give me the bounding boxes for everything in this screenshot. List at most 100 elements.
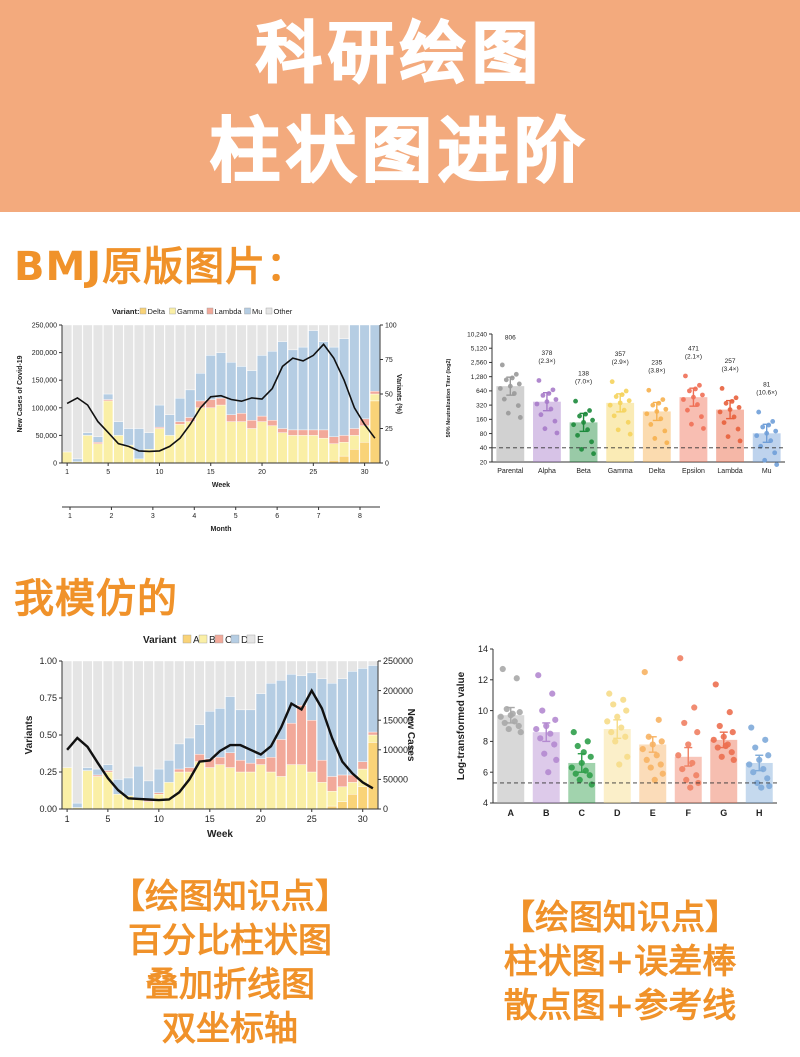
fold-label: (10.6×) (756, 390, 777, 397)
bar-segment (246, 324, 257, 371)
data-point (568, 764, 575, 771)
bar-segment (164, 414, 175, 436)
bar-segment (287, 349, 298, 431)
value-label: 357 (615, 351, 626, 358)
data-point (589, 439, 594, 445)
bar-segment (175, 397, 185, 422)
data-point (658, 738, 665, 745)
bar-segment (102, 764, 113, 771)
data-point (517, 729, 524, 736)
bar-segment (133, 765, 144, 799)
data-point (764, 775, 771, 782)
bar-segment (349, 428, 360, 436)
bar-segment (102, 660, 113, 765)
bar-segment (286, 660, 297, 675)
x-tick-label: 5 (106, 469, 110, 476)
data-point (571, 422, 576, 428)
bar-segment (133, 660, 144, 767)
bar-segment (287, 435, 298, 464)
bar-segment (226, 324, 237, 363)
data-point (614, 713, 621, 720)
data-point (623, 707, 630, 714)
bar-segment (327, 660, 338, 684)
category-label: Alpha (538, 468, 556, 475)
legend-label: D (241, 635, 248, 646)
bar-segment (266, 771, 276, 810)
y-tick-label-left: 0 (53, 460, 57, 467)
bar-segment (347, 782, 358, 795)
bar-segment (62, 660, 72, 768)
y-tick-label-right: 100000 (383, 745, 413, 755)
y-tick-label-right: 50000 (383, 775, 408, 785)
data-point (591, 451, 596, 457)
category-label: Parental (497, 468, 524, 475)
data-point (515, 722, 522, 730)
category-label: Mu (762, 468, 772, 475)
data-point (541, 750, 548, 757)
bar-segment (103, 399, 114, 402)
data-point (607, 402, 613, 408)
legend-label: Lambda (215, 307, 243, 316)
category-label: E (650, 808, 656, 818)
bar-segment (184, 660, 195, 739)
data-point (701, 426, 706, 431)
bar-segment (255, 693, 266, 759)
data-point (700, 392, 705, 398)
bar-segment (72, 324, 83, 460)
data-point (748, 724, 755, 731)
data-point (655, 716, 662, 723)
bar-segment (185, 389, 196, 418)
data-point (533, 725, 540, 733)
bar-segment (337, 660, 348, 679)
y-tick-label: 20 (480, 459, 488, 466)
bar-segment (215, 660, 225, 709)
section-heading-imitation: 我模仿的 (14, 576, 178, 622)
bar-segment (226, 362, 237, 415)
bar-segment (308, 429, 319, 436)
bar-segment (328, 443, 339, 461)
bar-segment (72, 802, 83, 808)
bar-segment (62, 767, 72, 810)
knowledge-right-line-2: 散点图+参考线 (503, 986, 737, 1026)
data-point (717, 409, 723, 415)
cases-line (66, 688, 374, 802)
y-tick-label: 10 (478, 706, 488, 716)
bar-segment (92, 660, 103, 770)
bar-segment (164, 435, 175, 464)
data-point (608, 729, 615, 736)
data-point (694, 729, 701, 736)
bar-segment (205, 407, 216, 464)
bar-segment (328, 324, 339, 348)
bar-segment (368, 734, 378, 743)
bar-segment (216, 404, 226, 464)
legend-swatch (169, 307, 176, 315)
bar-segment (153, 768, 164, 793)
fold-label: (2.3×) (538, 358, 555, 365)
data-point (579, 446, 584, 452)
bar (496, 386, 525, 462)
knowledge-left-line-2: 叠加折线图 (145, 965, 315, 1005)
data-point (622, 733, 629, 740)
y-tick-label-left: 1.00 (39, 656, 57, 666)
bar-segment (349, 324, 360, 429)
y-tick-label-right: 150000 (383, 715, 413, 725)
data-point (623, 388, 629, 394)
bar-segment (349, 435, 360, 450)
bar-segment (216, 397, 226, 406)
data-point (683, 776, 690, 783)
legend-title: Variant: (112, 307, 140, 316)
data-point (576, 776, 583, 783)
bar-segment (359, 324, 370, 420)
data-point (534, 401, 540, 407)
data-point (587, 753, 594, 760)
data-point (659, 770, 666, 777)
bar-segment (215, 756, 225, 765)
bar-segment (308, 324, 319, 331)
bar-segment (236, 421, 247, 464)
bar-segment (255, 660, 266, 694)
legend-swatch (206, 307, 214, 315)
data-point (505, 725, 512, 733)
data-point (552, 716, 559, 723)
bar-segment (225, 752, 236, 768)
month-tick-label: 3 (151, 513, 155, 520)
